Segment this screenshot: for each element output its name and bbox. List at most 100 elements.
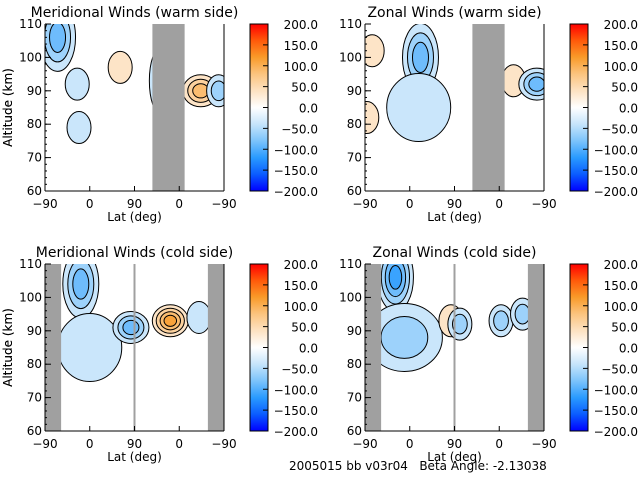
chart-title: Zonal Winds (warm side)	[367, 5, 541, 21]
chart-title: Meridional Winds (warm side)	[31, 5, 239, 21]
y-tick-label: 70	[27, 391, 42, 405]
y-tick-label: 90	[347, 324, 362, 338]
contour-positive-band-level-1	[107, 50, 133, 84]
y-tick-label: 90	[27, 324, 42, 338]
y-tick-label: 70	[347, 151, 362, 165]
x-tick-label: 0	[175, 197, 183, 211]
missing-data-band	[472, 24, 505, 191]
colorbar-tick-label: 100.0	[284, 300, 318, 314]
colorbar-tick-label: −100.0	[594, 383, 638, 397]
y-tick-label: 60	[347, 184, 362, 198]
contour-broad-westward-region-level-1	[386, 73, 452, 142]
contour-negative-edge-level-1	[186, 300, 212, 334]
colorbar-tick-label: −150.0	[274, 164, 318, 178]
x-tick-label: −90	[211, 197, 236, 211]
contour-positive-patch-low-level-1	[365, 101, 380, 135]
x-tick-label: 0	[86, 197, 94, 211]
contour-negative-dipole-level-3	[122, 319, 140, 336]
y-tick-label: 110	[19, 257, 42, 271]
panel-1: 60 70 80 90 100 110 −90 0 90 0 −90 Zonal Winds (war…	[1, 5, 638, 224]
y-tick-label: 80	[347, 117, 362, 131]
y-tick-label: 100	[339, 290, 362, 304]
x-tick-label: 0	[495, 197, 503, 211]
colorbar-tick-label: 200.0	[604, 258, 638, 272]
contour-negative-dipole-level-2	[451, 313, 468, 335]
colorbar-tick-label: 150.0	[604, 279, 638, 293]
colorbar-tick-label: 0.0	[299, 102, 318, 116]
y-axis-label: Altitude (km)	[1, 308, 15, 387]
colorbar-tick-label: 50.0	[291, 321, 318, 335]
missing-data-band	[527, 264, 544, 431]
x-tick-label: −90	[531, 197, 556, 211]
panel-0: 60 70 80 90 100 110 −90 0 90 0 −90 Meridional Winds…	[1, 5, 318, 224]
panel-2: 60 70 80 90 100 110 −90 0 90 0 −90 Meridional Winds…	[1, 245, 318, 464]
colorbar-tick-label: −150.0	[594, 404, 638, 418]
x-tick-label: −90	[352, 197, 377, 211]
y-axis-label: Altitude (km)	[1, 68, 15, 147]
y-tick-label: 110	[19, 17, 42, 31]
x-tick-label: −90	[531, 437, 556, 451]
missing-data-band	[152, 24, 185, 191]
y-tick-label: 70	[27, 151, 42, 165]
contour-westward-jet-level-3	[411, 41, 429, 74]
y-tick-label: 110	[339, 17, 362, 31]
colorbar-tick-label: −100.0	[274, 383, 318, 397]
plot-area	[365, 264, 544, 431]
colorbar-tick-label: −200.0	[274, 425, 318, 439]
y-tick-label: 90	[27, 84, 42, 98]
x-tick-label: −90	[211, 437, 236, 451]
colorbar-tick-label: −150.0	[274, 404, 318, 418]
x-tick-label: 0	[495, 437, 503, 451]
x-tick-label: 0	[86, 437, 94, 451]
colorbar-tick-label: −50.0	[281, 122, 318, 136]
footnote: 2005015 bb v03r04 Beta Angle: -2.13038	[289, 459, 547, 473]
missing-data-band	[207, 264, 224, 431]
y-tick-label: 60	[27, 184, 42, 198]
colorbar-tick-label: 200.0	[604, 18, 638, 32]
y-axis-label: Altitude (km)	[1, 308, 15, 387]
contour-negative-edge-level-3	[528, 76, 544, 92]
colorbar-tick-label: −100.0	[594, 143, 638, 157]
x-axis-label: Lat (deg)	[427, 210, 482, 224]
colorbar-tick-label: 50.0	[291, 81, 318, 95]
contour-southward-jet-level-3	[72, 268, 90, 300]
colorbar-tick-label: 0.0	[299, 342, 318, 356]
x-tick-label: 90	[447, 197, 462, 211]
contour-westward-jet-level-4	[388, 265, 403, 290]
colorbar-tick-label: −200.0	[274, 185, 318, 199]
colorbar-tick-label: 200.0	[284, 18, 318, 32]
x-axis-label: Lat (deg)	[107, 450, 162, 464]
plot-area	[45, 24, 224, 191]
colorbar-tick-label: 150.0	[284, 39, 318, 53]
contour-negative-edge-level-2	[210, 80, 224, 102]
y-tick-label: 110	[339, 257, 362, 271]
missing-data-band	[365, 264, 382, 431]
colorbar-tick-label: 50.0	[611, 321, 638, 335]
contour-negative-patch-level-1	[66, 111, 92, 145]
x-tick-label: 90	[127, 437, 142, 451]
colorbar-tick-label: −50.0	[601, 362, 638, 376]
colorbar-tick-label: 0.0	[619, 102, 638, 116]
chart-title: Meridional Winds (cold side)	[36, 245, 234, 261]
y-tick-label: 80	[347, 357, 362, 371]
y-tick-label: 90	[347, 84, 362, 98]
y-tick-label: 100	[19, 50, 42, 64]
x-tick-label: 0	[406, 437, 414, 451]
panel-3: 60 70 80 90 100 110 −90 0 90 0 −90 Zonal Winds (col…	[1, 245, 638, 464]
y-tick-label: 80	[27, 117, 42, 131]
y-axis-label: Altitude (km)	[1, 68, 15, 147]
contour-negative-tongue-level-1	[64, 67, 90, 101]
y-tick-label: 100	[19, 290, 42, 304]
plot-area	[45, 264, 224, 431]
contour-broad-negative-level-1	[57, 313, 123, 382]
contour-positive-maximum-level-4	[163, 314, 178, 327]
y-tick-label: 70	[347, 391, 362, 405]
x-tick-label: 90	[447, 437, 462, 451]
colorbar-tick-label: 0.0	[619, 342, 638, 356]
x-tick-label: 90	[127, 197, 142, 211]
x-tick-label: 0	[175, 437, 183, 451]
colorbar-tick-label: −150.0	[594, 164, 638, 178]
contour-negative-edge-level-2	[514, 303, 531, 325]
colorbar-tick-label: −200.0	[594, 185, 638, 199]
